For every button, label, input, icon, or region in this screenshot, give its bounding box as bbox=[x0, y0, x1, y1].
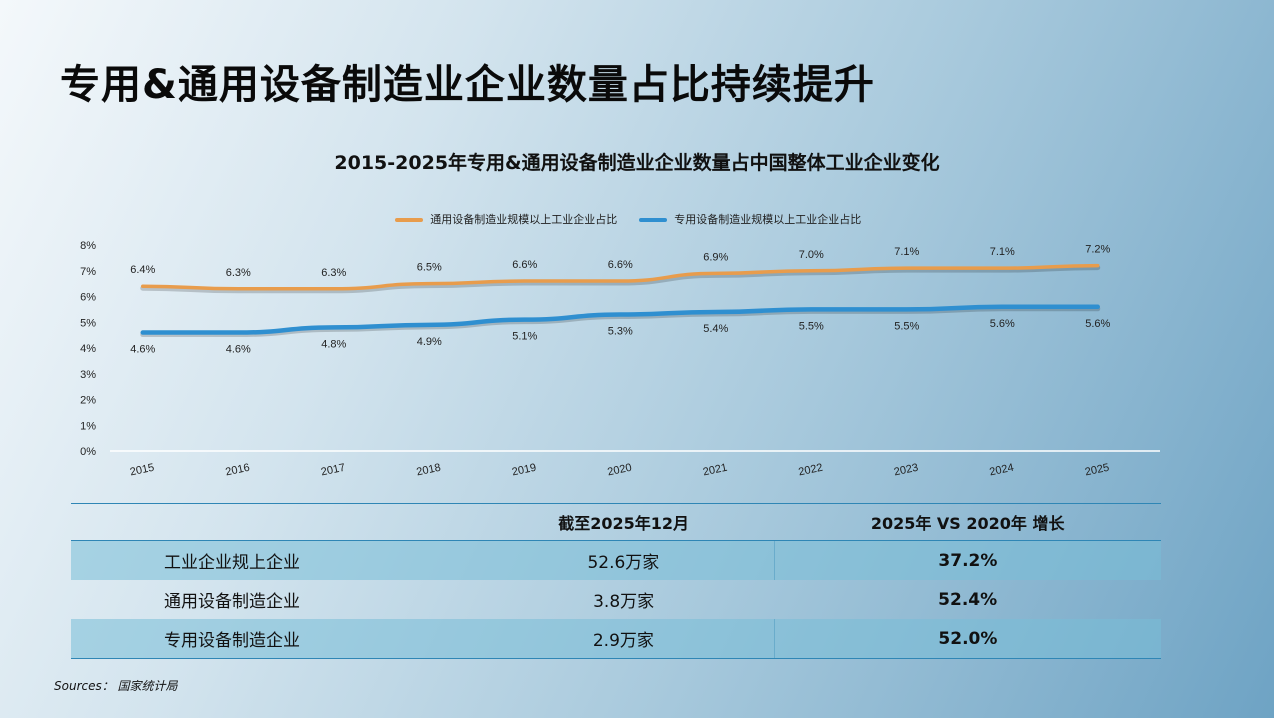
chart-title: 2015-2025年专用&通用设备制造业企业数量占中国整体工业企业变化 bbox=[334, 152, 940, 174]
chart-legend: 通用设备制造业规模以上工业企业占比 专用设备制造业规模以上工业企业占比 bbox=[0, 211, 1274, 227]
data-label: 7.0% bbox=[799, 249, 824, 261]
x-tick-label: 2016 bbox=[224, 462, 250, 479]
x-tick-label: 2022 bbox=[797, 462, 823, 479]
data-label: 4.8% bbox=[321, 338, 346, 350]
table-row: 工业企业规上企业 52.6万家 37.2% bbox=[71, 540, 1161, 580]
series-line bbox=[140, 304, 1100, 335]
legend-label: 通用设备制造业规模以上工业企业占比 bbox=[430, 213, 618, 226]
legend-swatch-orange bbox=[394, 218, 423, 222]
y-tick-label: 3% bbox=[80, 369, 96, 381]
row-growth: 37.2% bbox=[773, 540, 1161, 580]
data-label: 6.3% bbox=[321, 267, 346, 279]
x-tick-label: 2020 bbox=[606, 462, 632, 479]
y-tick-label: 2% bbox=[80, 395, 96, 407]
y-tick-label: 8% bbox=[80, 240, 96, 252]
y-tick-label: 4% bbox=[80, 343, 96, 355]
table-header-as-of: 截至2025年12月 bbox=[472, 503, 775, 541]
legend-swatch-blue bbox=[638, 218, 667, 222]
table-header-growth: 2025年 VS 2020年 增长 bbox=[774, 503, 1161, 541]
y-tick-label: 7% bbox=[80, 266, 96, 278]
data-label: 5.5% bbox=[894, 320, 919, 332]
series-line bbox=[141, 263, 1100, 291]
x-tick-label: 2015 bbox=[129, 462, 155, 479]
data-label: 5.1% bbox=[512, 331, 537, 343]
summary-table: 截至2025年12月 2025年 VS 2020年 增长 工业企业规上企业 52… bbox=[71, 503, 1161, 659]
data-label: 6.3% bbox=[226, 267, 251, 279]
data-label: 6.9% bbox=[703, 251, 728, 263]
row-growth: 52.4% bbox=[938, 589, 998, 610]
table-row: 专用设备制造企业 2.9万家 52.0% bbox=[71, 619, 1161, 659]
x-tick-label: 2024 bbox=[988, 462, 1014, 479]
row-label: 专用设备制造企业 bbox=[71, 619, 473, 659]
legend-item-general-equipment: 通用设备制造业规模以上工业企业占比 bbox=[394, 211, 618, 227]
legend-label: 专用设备制造业规模以上工业企业占比 bbox=[674, 213, 862, 226]
row-label: 通用设备制造企业 bbox=[164, 592, 300, 612]
x-tick-label: 2023 bbox=[893, 462, 919, 479]
x-tick-label: 2019 bbox=[511, 462, 537, 479]
x-tick-label: 2017 bbox=[320, 462, 346, 479]
row-growth: 52.0% bbox=[773, 619, 1161, 659]
data-label: 4.6% bbox=[130, 344, 155, 356]
data-label: 6.6% bbox=[512, 259, 537, 271]
table-row: 通用设备制造企业 3.8万家 52.4% bbox=[71, 580, 1161, 619]
y-tick-label: 1% bbox=[80, 420, 96, 432]
data-label: 5.5% bbox=[799, 320, 824, 332]
row-label: 工业企业规上企业 bbox=[71, 540, 473, 580]
row-value: 2.9万家 bbox=[472, 619, 775, 659]
data-label: 6.6% bbox=[608, 259, 633, 271]
y-tick-label: 0% bbox=[80, 446, 96, 458]
row-value: 52.6万家 bbox=[472, 540, 775, 580]
data-label: 5.3% bbox=[608, 326, 633, 338]
data-label: 4.9% bbox=[417, 336, 442, 348]
data-label: 6.4% bbox=[130, 264, 155, 276]
data-label: 4.6% bbox=[226, 344, 251, 356]
data-label: 5.6% bbox=[1085, 318, 1110, 330]
x-tick-label: 2025 bbox=[1084, 462, 1110, 479]
page-title: 专用&通用设备制造业企业数量占比持续提升 bbox=[60, 62, 875, 108]
row-value: 3.8万家 bbox=[593, 592, 655, 612]
data-label: 7.1% bbox=[894, 246, 919, 258]
x-tick-label: 2018 bbox=[415, 462, 441, 479]
y-tick-label: 5% bbox=[80, 317, 96, 329]
data-label: 5.6% bbox=[990, 318, 1015, 330]
y-tick-label: 6% bbox=[80, 292, 96, 304]
series-line-shadow bbox=[140, 265, 1101, 294]
data-label: 7.2% bbox=[1085, 244, 1110, 256]
x-tick-label: 2021 bbox=[702, 462, 728, 479]
table-header-blank bbox=[71, 503, 473, 541]
table-header-row: 截至2025年12月 2025年 VS 2020年 增长 bbox=[71, 503, 1161, 541]
data-label: 5.4% bbox=[703, 323, 728, 335]
data-label: 6.5% bbox=[417, 262, 442, 274]
data-label: 7.1% bbox=[990, 246, 1015, 258]
sources-note: Sources： 国家统计局 bbox=[54, 679, 178, 693]
legend-item-special-equipment: 专用设备制造业规模以上工业企业占比 bbox=[638, 211, 862, 227]
